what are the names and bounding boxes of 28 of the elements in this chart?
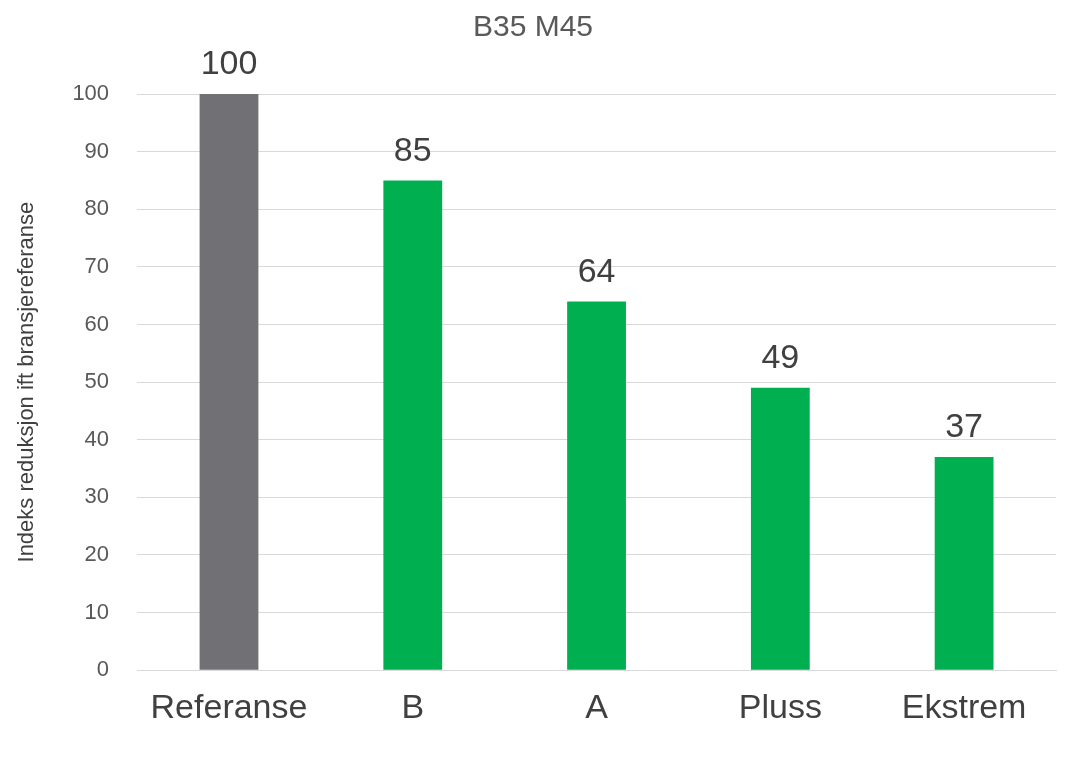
data-label: 85 — [393, 129, 432, 168]
y-axis-title: Indeks reduksjon ift bransjereferanse — [13, 201, 39, 563]
data-label: 37 — [945, 406, 984, 445]
x-tick-label: A — [585, 686, 609, 725]
y-tick-label: 100 — [72, 80, 110, 106]
y-tick-label: 10 — [84, 598, 110, 624]
x-tick-label: Referanse — [150, 686, 308, 725]
data-label: 100 — [200, 43, 258, 82]
x-tick-label: Ekstrem — [901, 686, 1027, 725]
y-tick-label: 70 — [84, 252, 110, 278]
y-tick-label: 30 — [84, 483, 110, 509]
y-tick-label: 50 — [84, 368, 110, 394]
bar — [383, 180, 443, 670]
y-tick-label: 90 — [84, 137, 110, 163]
bar — [750, 387, 810, 670]
y-tick-label: 60 — [84, 310, 110, 336]
bar — [567, 301, 626, 670]
data-label: 64 — [577, 250, 616, 289]
x-tick-label: Pluss — [738, 686, 822, 725]
y-tick-label: 80 — [84, 195, 110, 221]
x-tick-label: B — [401, 686, 425, 725]
y-tick-label: 0 — [96, 656, 110, 682]
data-label: 49 — [761, 337, 800, 376]
bar — [934, 457, 994, 670]
y-tick-label: 40 — [84, 425, 110, 451]
bar — [199, 94, 259, 670]
chart-title: B35 M45 — [472, 9, 594, 43]
y-tick-label: 20 — [84, 541, 110, 567]
